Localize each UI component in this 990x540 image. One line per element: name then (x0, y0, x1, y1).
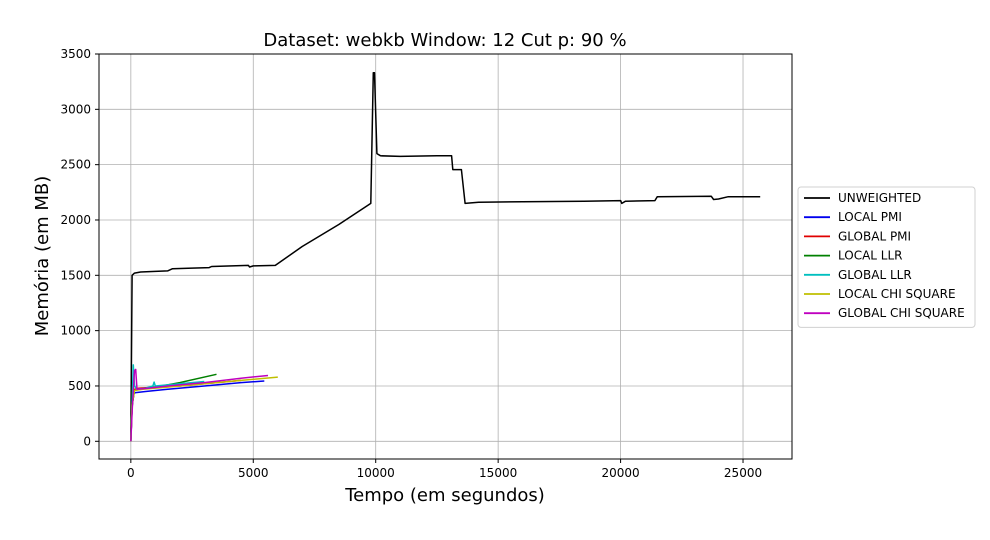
series-lines (130, 72, 761, 442)
legend-label: LOCAL LLR (838, 249, 903, 263)
x-tick-label: 15000 (479, 466, 517, 480)
legend-label: GLOBAL LLR (838, 268, 912, 282)
x-tick-label: 20000 (601, 466, 639, 480)
legend-box (797, 186, 976, 328)
y-axis-ticks: 0 500 1000 1500 2000 2500 3000 3500 (60, 47, 99, 448)
series-line-unweighted (130, 72, 761, 442)
y-tick-label: 3000 (60, 102, 91, 116)
x-tick-label: 0 (127, 466, 135, 480)
legend-label: UNWEIGHTED (838, 191, 921, 205)
y-tick-label: 3500 (60, 47, 91, 61)
y-tick-label: 2000 (60, 213, 91, 227)
x-tick-label: 5000 (238, 466, 269, 480)
legend: UNWEIGHTED LOCAL PMI GLOBAL PMI LOCAL LLR GL… (797, 186, 976, 328)
plot-frame (98, 53, 793, 460)
legend-label: LOCAL PMI (838, 210, 902, 224)
y-tick-label: 0 (83, 434, 91, 448)
series-line-global-chi-square (130, 368, 269, 442)
chart-title: Dataset: webkb Window: 12 Cut p: 90 % (263, 30, 626, 51)
legend-label: LOCAL CHI SQUARE (838, 287, 956, 301)
y-tick-label: 2500 (60, 158, 91, 172)
y-tick-label: 1000 (60, 324, 91, 338)
x-axis-ticks: 0 5000 10000 15000 20000 25000 (127, 459, 762, 480)
x-axis-label: Tempo (em segundos) (344, 485, 545, 506)
y-axis-label: Memória (em MB) (32, 176, 53, 337)
legend-label: GLOBAL CHI SQUARE (838, 306, 965, 320)
y-tick-label: 500 (68, 379, 91, 393)
x-tick-label: 10000 (357, 466, 395, 480)
y-tick-label: 1500 (60, 268, 91, 282)
x-tick-label: 25000 (724, 466, 762, 480)
legend-label: GLOBAL PMI (838, 229, 911, 243)
